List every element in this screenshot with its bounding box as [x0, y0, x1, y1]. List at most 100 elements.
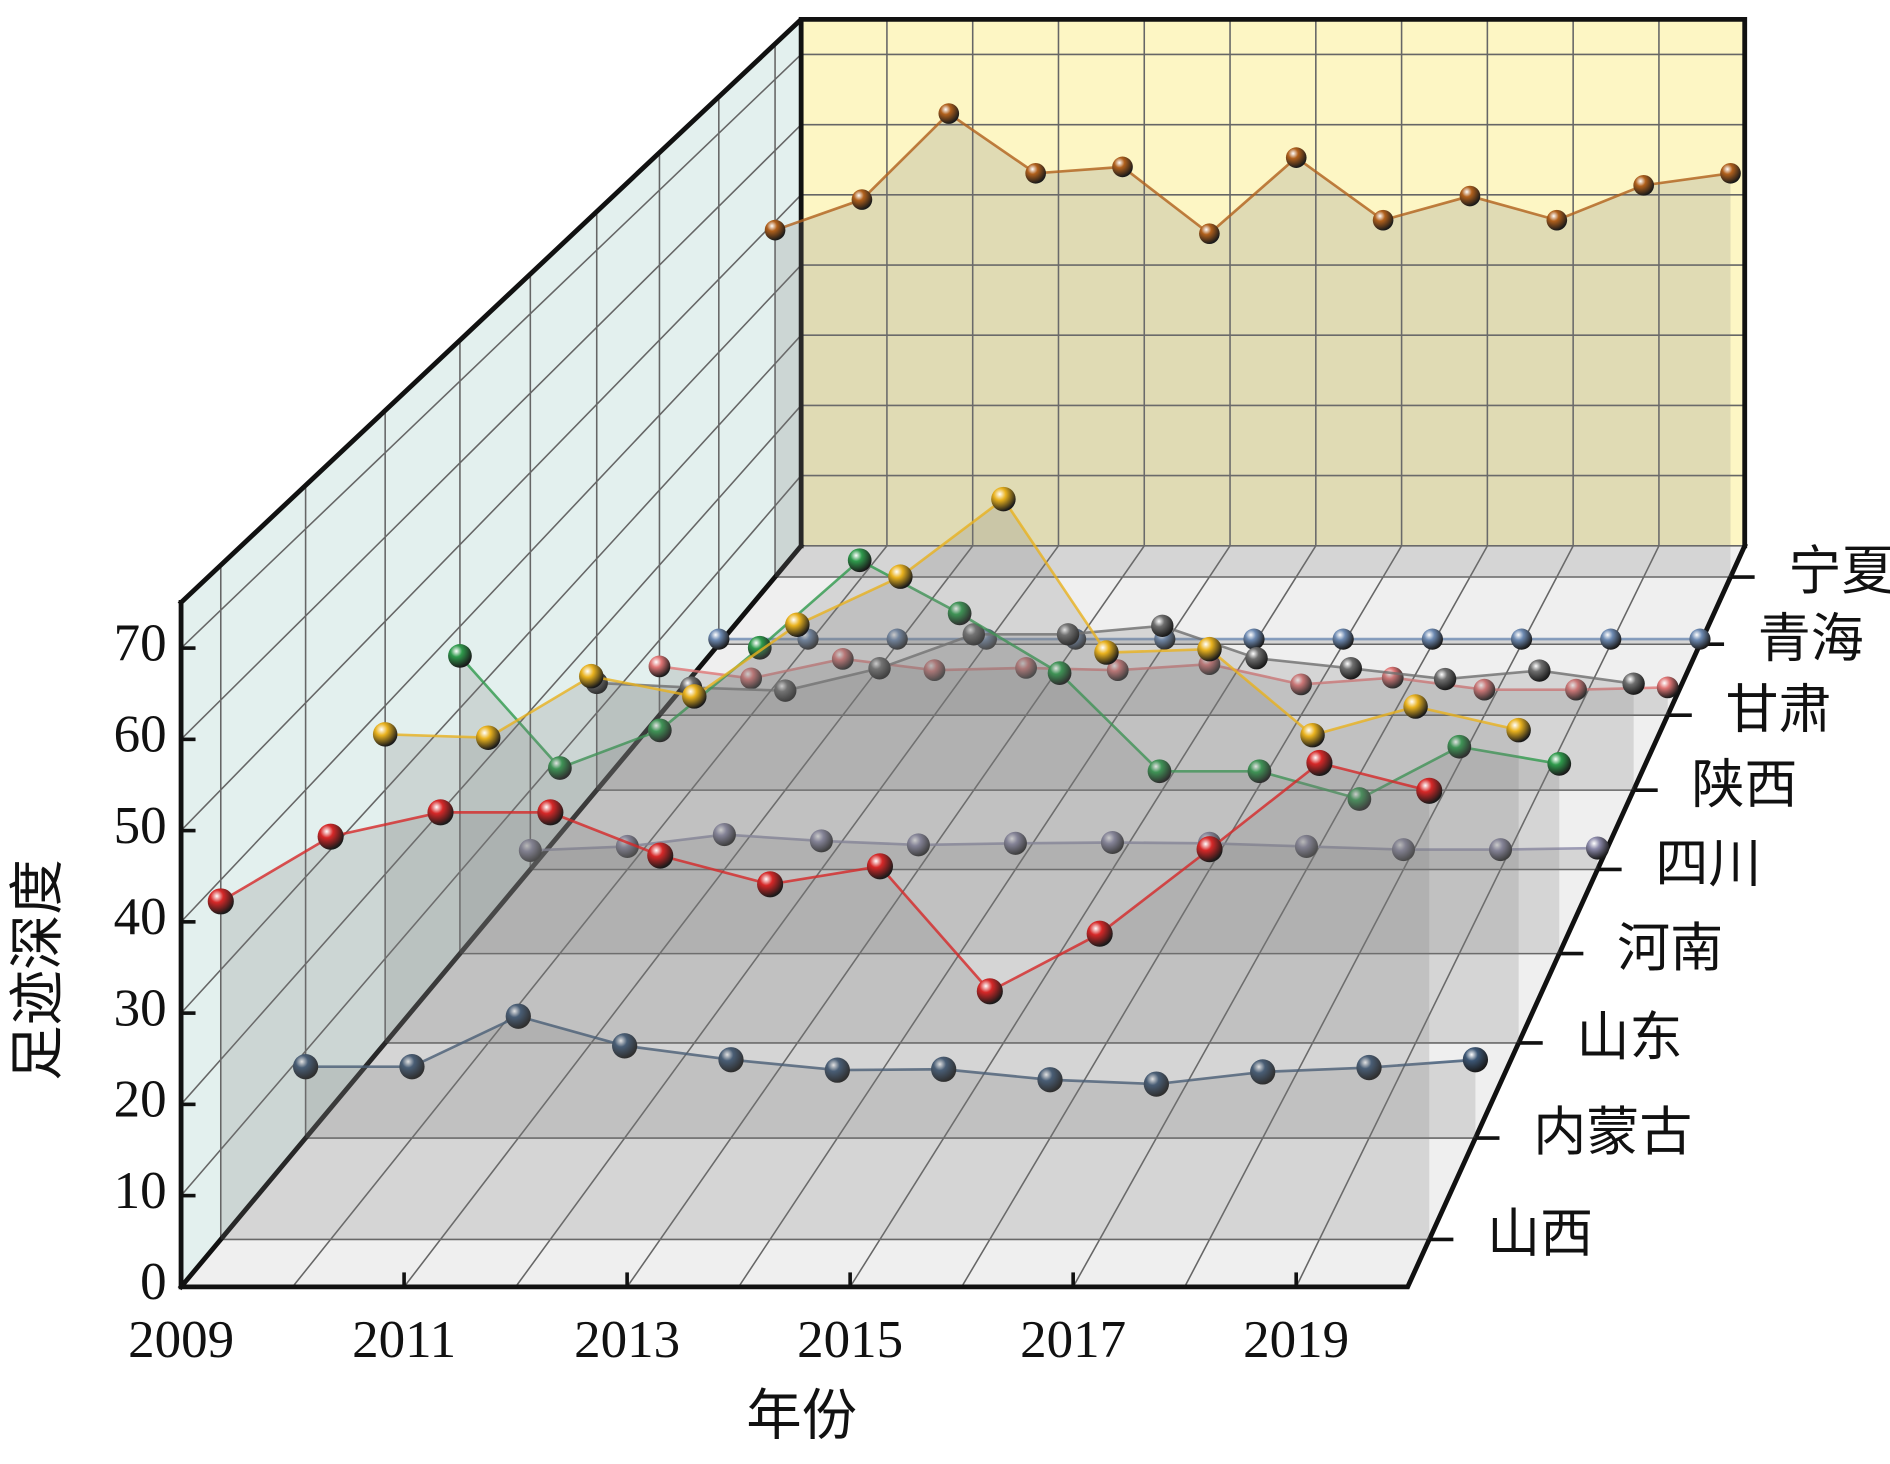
floor	[181, 545, 1745, 1287]
data-point	[757, 871, 784, 898]
data-point	[1196, 836, 1223, 863]
x-tick-label: 2009	[128, 1311, 234, 1369]
data-point	[1473, 678, 1496, 701]
data-point	[708, 628, 730, 650]
data-point	[1565, 678, 1587, 701]
depth-label: 内蒙古	[1533, 1104, 1692, 1162]
data-point	[938, 103, 960, 124]
data-point	[1459, 185, 1481, 207]
data-point	[1147, 759, 1172, 784]
data-point	[1347, 787, 1372, 811]
data-point	[923, 659, 946, 682]
depth-label: 青海	[1758, 610, 1864, 668]
data-point	[886, 628, 908, 650]
data-point	[1433, 667, 1457, 691]
depth-label: 宁夏	[1788, 543, 1890, 601]
data-point	[1285, 147, 1307, 168]
data-point	[372, 722, 398, 747]
y-tick-label: 0	[140, 1253, 167, 1311]
data-point	[611, 1033, 638, 1059]
series-area	[220, 762, 1430, 1240]
data-point	[292, 1054, 319, 1080]
data-point	[785, 612, 810, 637]
x-tick-label: 2017	[1020, 1311, 1126, 1369]
data-point	[1100, 830, 1124, 855]
series-line	[385, 497, 1519, 740]
data-point	[1506, 717, 1531, 743]
data-point	[991, 486, 1016, 512]
data-point	[1403, 694, 1428, 719]
data-point	[547, 756, 572, 780]
y-tick-label: 40	[114, 888, 167, 946]
y-tick-label: 20	[114, 1071, 167, 1129]
data-point	[475, 725, 501, 750]
data-point	[1546, 209, 1568, 231]
data-point	[1462, 1047, 1489, 1073]
y-tick-label: 70	[114, 614, 167, 672]
data-point	[1151, 614, 1174, 638]
series-line	[659, 657, 1668, 692]
data-point	[1199, 223, 1220, 245]
depth-label: 甘肃	[1726, 681, 1832, 739]
data-point	[718, 1047, 744, 1073]
depth-label: 河南	[1617, 920, 1723, 978]
data-point	[866, 853, 894, 880]
series-area	[775, 113, 1731, 578]
frame	[177, 16, 1748, 606]
data-point	[207, 888, 234, 915]
data-point	[962, 623, 985, 646]
data-point	[851, 189, 873, 210]
data-point	[648, 655, 671, 678]
data-point	[1332, 628, 1354, 650]
data-point	[1488, 838, 1513, 862]
data-point	[809, 829, 833, 853]
y-tick-label: 60	[114, 706, 167, 764]
data-point	[847, 548, 872, 573]
data-point	[774, 679, 797, 702]
data-point	[1585, 836, 1610, 860]
y-tick-label: 30	[114, 979, 167, 1037]
data-point	[1056, 623, 1080, 646]
x-tick-label: 2011	[352, 1311, 456, 1369]
data-point	[1245, 647, 1268, 670]
data-point	[1300, 722, 1325, 748]
data-point	[1290, 673, 1312, 696]
data-point	[1720, 162, 1741, 184]
data-point	[1633, 175, 1654, 196]
series-line	[596, 624, 1634, 693]
x-tick-label: 2015	[797, 1311, 903, 1369]
data-point	[976, 978, 1003, 1005]
series-area	[530, 834, 1598, 870]
data-point	[764, 219, 786, 241]
data-point	[537, 799, 564, 826]
series-line	[774, 111, 1731, 236]
data-point	[1015, 657, 1037, 679]
data-point	[868, 657, 891, 680]
x-tick-label: 2019	[1243, 1311, 1349, 1369]
data-point	[1250, 1059, 1276, 1085]
data-point	[1547, 751, 1572, 776]
data-point	[1047, 661, 1072, 685]
depth-label: 四川	[1655, 836, 1761, 894]
data-point	[1025, 162, 1046, 184]
data-point	[1037, 1067, 1063, 1093]
y-tick-label: 50	[114, 797, 167, 855]
data-point	[1528, 659, 1551, 682]
data-point	[317, 823, 344, 850]
left-wall	[181, 19, 802, 1287]
series-line	[530, 833, 1598, 852]
floor-grid-line	[1072, 545, 1489, 1288]
data-point	[931, 1056, 957, 1082]
data-point	[1622, 672, 1645, 695]
data-point	[1391, 838, 1416, 862]
data-point	[1447, 734, 1472, 759]
data-point	[682, 684, 707, 709]
data-point	[712, 823, 736, 847]
data-point	[579, 663, 604, 689]
data-point	[1294, 834, 1318, 858]
data-point	[1086, 920, 1113, 947]
y-axis-title: 足迹深度	[7, 859, 68, 1081]
depth-label: 山东	[1576, 1009, 1682, 1067]
data-point	[1600, 628, 1622, 650]
